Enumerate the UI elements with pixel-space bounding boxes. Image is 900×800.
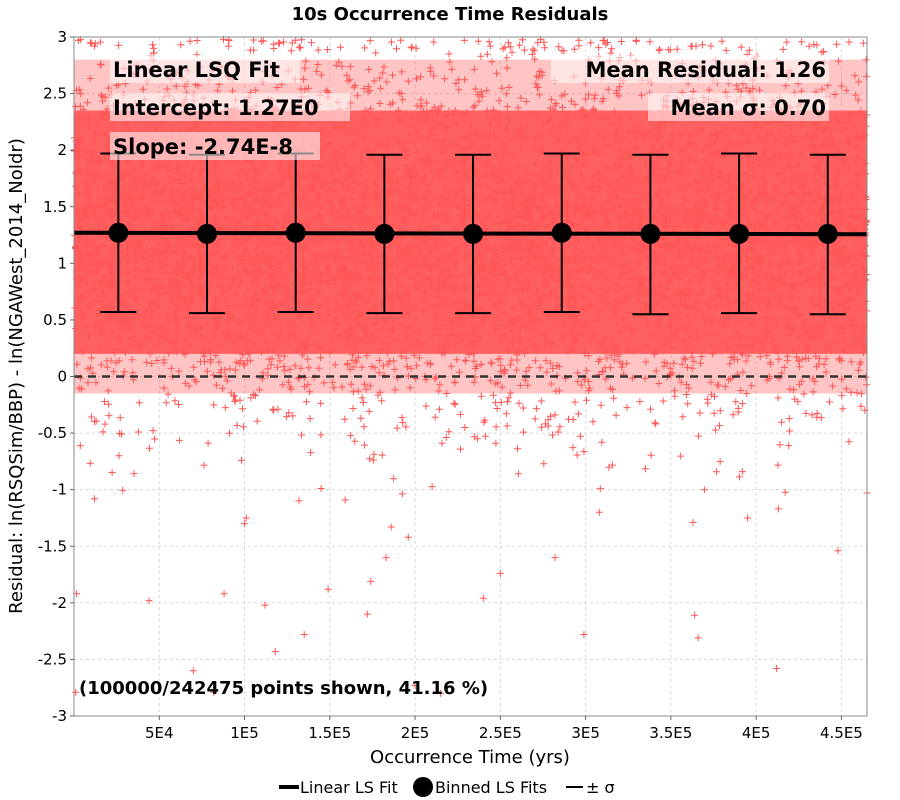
binned-point bbox=[108, 222, 129, 243]
y-tick-label: 1.5 bbox=[43, 198, 67, 216]
slope-label: Slope: -2.74E-8 bbox=[113, 135, 293, 159]
mean-sigma-label: Mean σ: 0.70 bbox=[671, 96, 826, 120]
intercept-label: Intercept: 1.27E0 bbox=[113, 96, 319, 120]
x-tick-label: 2.5E5 bbox=[479, 724, 522, 742]
y-tick-label: 3 bbox=[57, 28, 67, 46]
annotations: Linear LSQ Fit Intercept: 1.27E0 Slope: … bbox=[79, 55, 829, 699]
binned-point bbox=[640, 223, 661, 244]
binned-point bbox=[729, 223, 750, 244]
y-tick-label: -1 bbox=[52, 481, 67, 499]
mean-residual-label: Mean Residual: 1.26 bbox=[585, 58, 826, 82]
outlier-plus-markers bbox=[72, 489, 871, 697]
chart-title: 10s Occurrence Time Residuals bbox=[292, 4, 609, 25]
intercept-box bbox=[110, 93, 350, 121]
fit-label-box bbox=[110, 55, 300, 83]
y-tick-label: -2.5 bbox=[38, 650, 67, 668]
x-tick-label: 5E4 bbox=[145, 724, 174, 742]
y-axis-ticks: -3 -2.5 -2 -1.5 -1 -0.5 0 0.5 1 1.5 2 2.5 3 bbox=[38, 28, 74, 725]
x-tick-label: 4.5E5 bbox=[820, 724, 863, 742]
x-tick-label: 3E5 bbox=[571, 724, 600, 742]
y-tick-label: 2.5 bbox=[43, 85, 67, 103]
binned-point bbox=[551, 222, 572, 243]
mean-residual-box bbox=[551, 55, 829, 83]
binned-point bbox=[285, 222, 306, 243]
legend-circle-swatch bbox=[413, 777, 433, 797]
binned-point bbox=[374, 223, 395, 244]
binned-point bbox=[817, 223, 838, 244]
y-tick-label: 0 bbox=[57, 368, 67, 386]
y-tick-label: -3 bbox=[52, 707, 67, 725]
legend: Linear LS Fit Binned LS Fits ± σ bbox=[279, 777, 615, 797]
x-axis-ticks: 5E4 1E5 1.5E5 2E5 2.5E5 3E5 3.5E5 4E5 4.5E5 bbox=[145, 716, 863, 742]
outlier-points bbox=[72, 489, 871, 697]
y-axis-label: Residual: ln(RSQSim/BBP) - ln(NGAWest_20… bbox=[6, 138, 27, 614]
y-tick-label: -2 bbox=[52, 594, 67, 612]
slope-box bbox=[110, 132, 320, 160]
mean-sigma-box bbox=[648, 93, 829, 121]
binned-point bbox=[463, 223, 484, 244]
y-tick-label: -1.5 bbox=[38, 537, 67, 555]
points-shown-note: (100000/242475 points shown, 41.16 %) bbox=[79, 678, 488, 699]
legend-item-sigma: ± σ bbox=[586, 778, 615, 797]
y-tick-label: -0.5 bbox=[38, 424, 67, 442]
y-tick-label: 2 bbox=[57, 141, 67, 159]
x-tick-label: 1E5 bbox=[230, 724, 259, 742]
fit-label: Linear LSQ Fit bbox=[113, 58, 280, 82]
x-axis-label: Occurrence Time (yrs) bbox=[370, 747, 570, 768]
x-tick-label: 1.5E5 bbox=[308, 724, 351, 742]
binned-points bbox=[108, 222, 838, 244]
y-tick-label: 0.5 bbox=[43, 311, 67, 329]
x-tick-label: 2E5 bbox=[401, 724, 430, 742]
legend-item-binned-fits: Binned LS Fits bbox=[435, 778, 547, 797]
x-tick-label: 4E5 bbox=[742, 724, 771, 742]
x-tick-label: 3.5E5 bbox=[649, 724, 692, 742]
y-tick-label: 1 bbox=[57, 254, 67, 272]
binned-point bbox=[197, 223, 218, 244]
legend-item-linear-fit: Linear LS Fit bbox=[300, 778, 398, 797]
